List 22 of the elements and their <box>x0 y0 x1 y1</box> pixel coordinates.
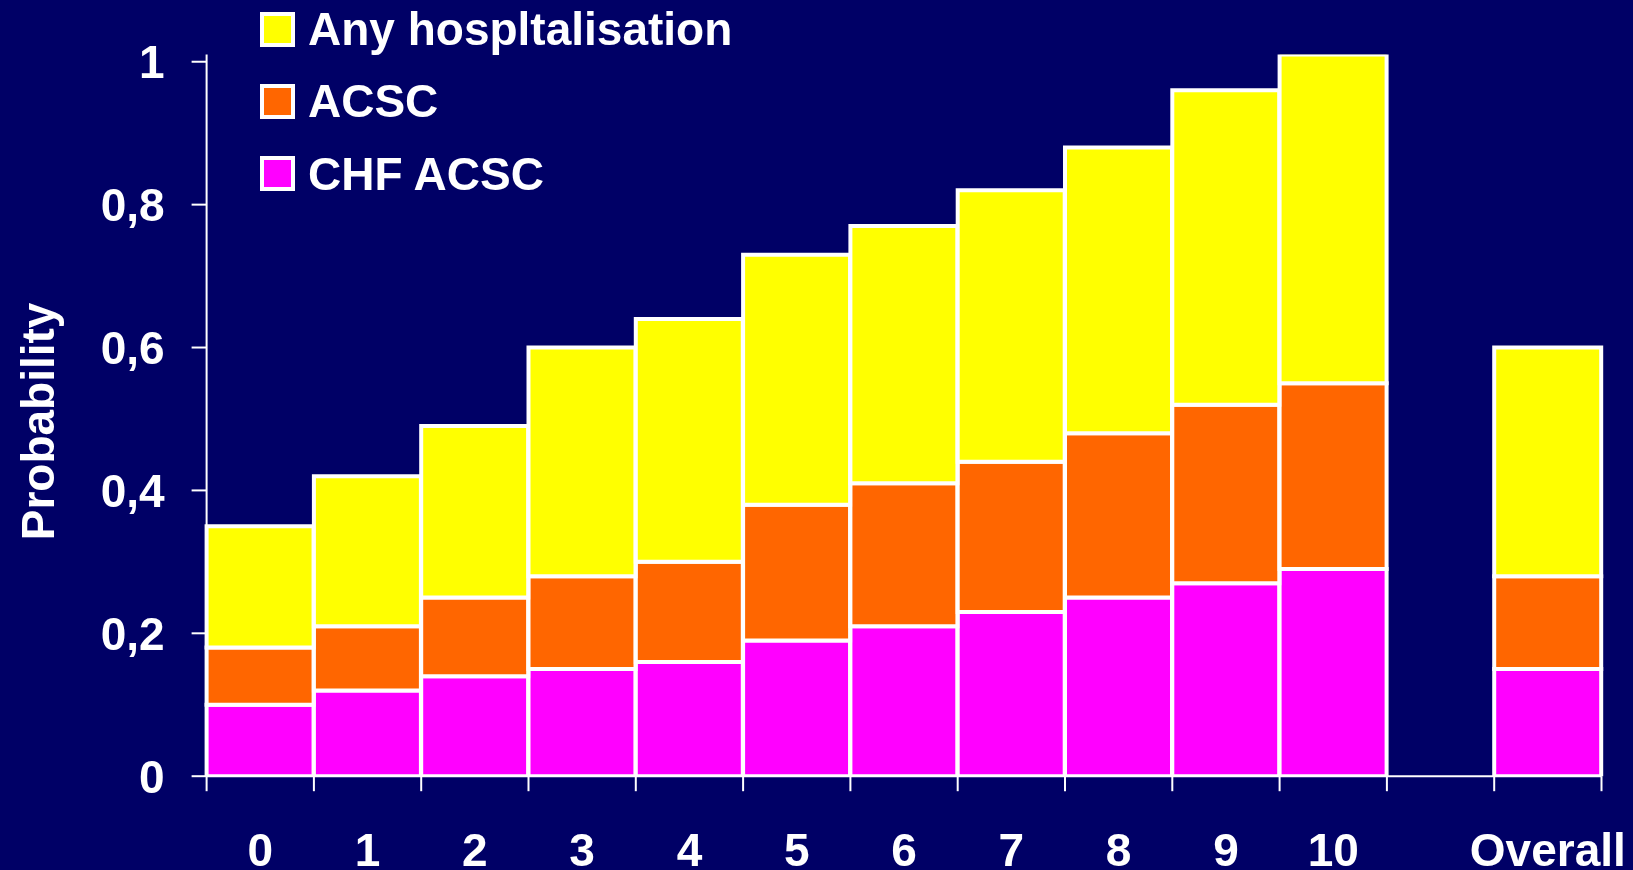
y-axis-title: Probability <box>12 302 65 541</box>
x-tick-label: 0 <box>247 824 274 870</box>
legend-label: CHF ACSC <box>308 146 544 202</box>
x-tick-label: 7 <box>998 824 1025 870</box>
legend-label: ACSC <box>308 74 439 130</box>
y-tick-label: 0,6 <box>100 321 165 374</box>
y-tick-label: 0,4 <box>100 464 166 517</box>
y-tick-label: 1 <box>139 36 165 89</box>
x-tick-label: 10 <box>1307 824 1359 870</box>
x-tick-label: 3 <box>569 824 595 870</box>
legend-label: Any hospltalisation <box>308 2 733 58</box>
x-tick-label: 5 <box>783 824 810 870</box>
y-tick-label: 0,8 <box>100 178 165 231</box>
x-tick-label: 8 <box>1105 824 1132 870</box>
y-tick-label: 0 <box>139 750 165 803</box>
y-tick-label: 0,2 <box>100 607 165 660</box>
x-tick-label: 2 <box>462 824 488 870</box>
x-tick-label: Overall <box>1469 824 1626 870</box>
x-tick-label: 6 <box>891 824 917 870</box>
x-tick-label: 9 <box>1213 824 1239 870</box>
x-tick-label: 1 <box>354 824 381 870</box>
x-tick-label: 4 <box>676 824 703 870</box>
